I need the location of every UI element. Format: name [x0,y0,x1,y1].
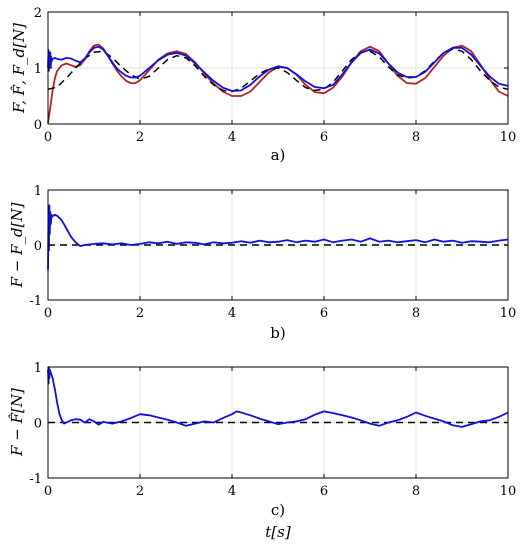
panel-a-xtick-label: 0 [44,130,52,145]
panel-c-xtick-label: 8 [412,484,420,499]
panel-c-ticks: 0 2 4 6 8 10-101 [29,361,516,499]
panel-b-ytick-label: -1 [29,294,42,309]
panel-b-xtick-label: 8 [412,306,420,321]
panel-a-xtick-label: 6 [320,130,328,145]
panel-b-series-blue [47,204,509,270]
panel-c-xtick-label: 6 [320,484,328,499]
panel-b-xtick-label: 10 [500,306,517,321]
panel-c-ytick-label: 1 [34,361,42,376]
panel-c-ytick-label: 0 [34,417,42,432]
panel-c-xtick-label: 4 [228,484,236,499]
panel-c-ylabel: F − F̂[N] [8,388,26,457]
panel-a-xtick-label: 8 [412,130,420,145]
panel-c-xtick-label: 2 [136,484,144,499]
panel-a-ylabel: F, F̂, F_d[N] [10,23,28,114]
panel-b-ylabel: F − F_d[N] [8,202,26,288]
panel-a-ytick-label: 2 [34,6,42,21]
panel-a-series [47,43,509,124]
panel-a-xtick-label: 10 [500,130,517,145]
panel-a-xtick-label: 2 [136,130,144,145]
panel-b-xtick-label: 6 [320,306,328,321]
panel-a-xtick-label: 4 [228,130,236,145]
panel-c-series-blue [47,366,509,428]
panel-c-caption: c) [271,501,285,519]
panel-b-caption: b) [270,324,285,342]
panel-c-xtick-label: 10 [500,484,517,499]
panel-b-ytick-label: 0 [34,239,42,254]
panel-c: 0 2 4 6 8 10-101 F − F̂[N] c) t[s] [8,361,516,541]
panel-a-ytick-label: 0 [34,118,42,133]
panel-c-xtick-label: 0 [44,484,52,499]
x-axis-label: t[s] [265,523,291,541]
panel-a-ticks: 0 2 4 6 8 10 0 1 2 [34,6,517,145]
panel-b-xtick-label: 0 [44,306,52,321]
panel-a-ytick-label: 1 [34,62,42,77]
panel-a: 0 2 4 6 8 10 0 1 2 F, F̂, F_d[N] a) [10,6,516,164]
panel-b-xtick-label: 4 [228,306,236,321]
panel-a-caption: a) [271,146,286,164]
panel-b-ticks: 0 2 4 6 8 10-101 [29,184,516,321]
panel-b-ytick-label: 1 [34,184,42,199]
panel-b: 0 2 4 6 8 10-101 F − F_d[N] b) [8,184,516,342]
panel-b-series [47,204,509,270]
panel-c-ytick-label: -1 [29,472,42,487]
panel-c-series [47,366,509,428]
panel-a-series-blue [47,45,509,92]
panel-b-xtick-label: 2 [136,306,144,321]
